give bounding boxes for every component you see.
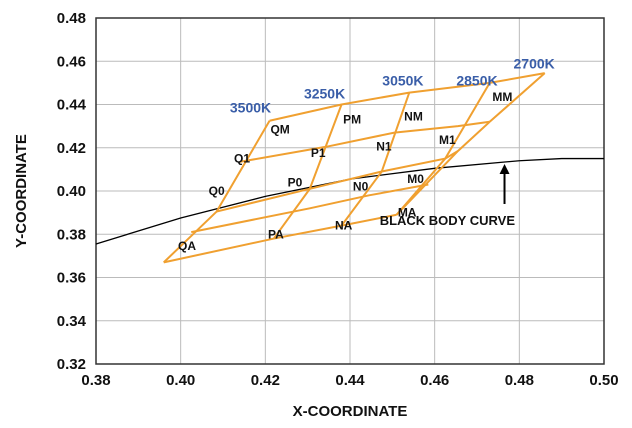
cct-labels: 3500K 3250K 3050K 2850K 2700K	[230, 55, 555, 115]
cct-label-3500k: 3500K	[230, 100, 271, 116]
y-axis-ticks: 0.32 0.34 0.36 0.38 0.40 0.42 0.44 0.46 0.48	[57, 10, 87, 373]
bin-label-n0: N0	[353, 180, 369, 194]
annotation-arrow-head	[499, 163, 510, 174]
bin-label-mm: MM	[492, 90, 512, 104]
bin-label-ma: MA	[398, 206, 417, 220]
bin-label-qa: QA	[178, 239, 196, 253]
y-tick-label: 0.32	[57, 356, 86, 373]
bin-labels: QM PM NM MM Q1 P1 N1 M1 Q0 P0 N0 M0 QA PA NA MA	[178, 90, 512, 253]
bin-boundary-line	[269, 72, 545, 122]
x-tick-label: 0.40	[166, 372, 195, 389]
x-tick-label: 0.44	[335, 372, 365, 389]
cct-line-2850K	[395, 82, 491, 216]
y-tick-label: 0.46	[57, 53, 86, 70]
x-tick-label: 0.46	[420, 372, 449, 389]
bin-boundary-line	[163, 213, 397, 264]
bin-label-q0: Q0	[209, 184, 225, 198]
y-tick-label: 0.38	[57, 226, 86, 243]
cct-label-3050k: 3050K	[382, 73, 423, 89]
chart-gridlines	[95, 17, 605, 365]
bin-label-p1: P1	[311, 146, 326, 160]
bin-label-nm: NM	[404, 109, 423, 123]
bin-boundary-line	[239, 120, 490, 163]
x-tick-label: 0.48	[505, 372, 534, 389]
x-tick-label: 0.50	[589, 372, 618, 389]
annotation-label: BLACK BODY CURVE	[380, 213, 516, 228]
y-tick-label: 0.42	[57, 140, 86, 157]
y-tick-label: 0.44	[57, 97, 87, 114]
cct-label-2850k: 2850K	[456, 73, 497, 89]
bin-label-p0: P0	[288, 175, 303, 189]
y-tick-label: 0.48	[57, 10, 86, 27]
bin-label-pm: PM	[343, 113, 361, 127]
bin-label-pa: PA	[268, 227, 284, 241]
bin-label-q1: Q1	[234, 152, 250, 166]
bin-edge-line	[489, 72, 546, 123]
y-tick-label: 0.34	[57, 313, 87, 330]
bin-label-m0: M0	[407, 172, 424, 186]
bin-boundary-line	[216, 150, 459, 213]
black-body-annotation: BLACK BODY CURVE	[380, 163, 516, 228]
x-axis-title: X-COORDINATE	[293, 403, 408, 420]
bin-edge-line	[395, 150, 459, 216]
y-tick-label: 0.40	[57, 183, 86, 200]
black-body-curve	[95, 157, 604, 245]
x-axis-ticks: 0.38 0.40 0.42 0.44 0.46 0.48 0.50	[81, 372, 618, 389]
cct-label-3250k: 3250K	[304, 86, 345, 102]
cct-label-2700k: 2700K	[514, 55, 555, 71]
plot-border	[95, 17, 605, 365]
black-body-curve-line	[95, 157, 604, 245]
bin-grid	[163, 72, 546, 264]
x-tick-label: 0.38	[81, 372, 110, 389]
bin-boundary-line	[191, 183, 429, 234]
bin-label-m1: M1	[439, 133, 456, 147]
bin-label-n1: N1	[376, 140, 392, 154]
bin-edge-line	[457, 121, 491, 152]
y-tick-label: 0.36	[57, 270, 86, 287]
plot-frame	[95, 17, 605, 365]
y-axis-title: Y-COORDINATE	[13, 134, 30, 248]
x-tick-label: 0.42	[251, 372, 280, 389]
bin-label-na: NA	[335, 219, 353, 233]
bin-label-qm: QM	[270, 122, 289, 136]
